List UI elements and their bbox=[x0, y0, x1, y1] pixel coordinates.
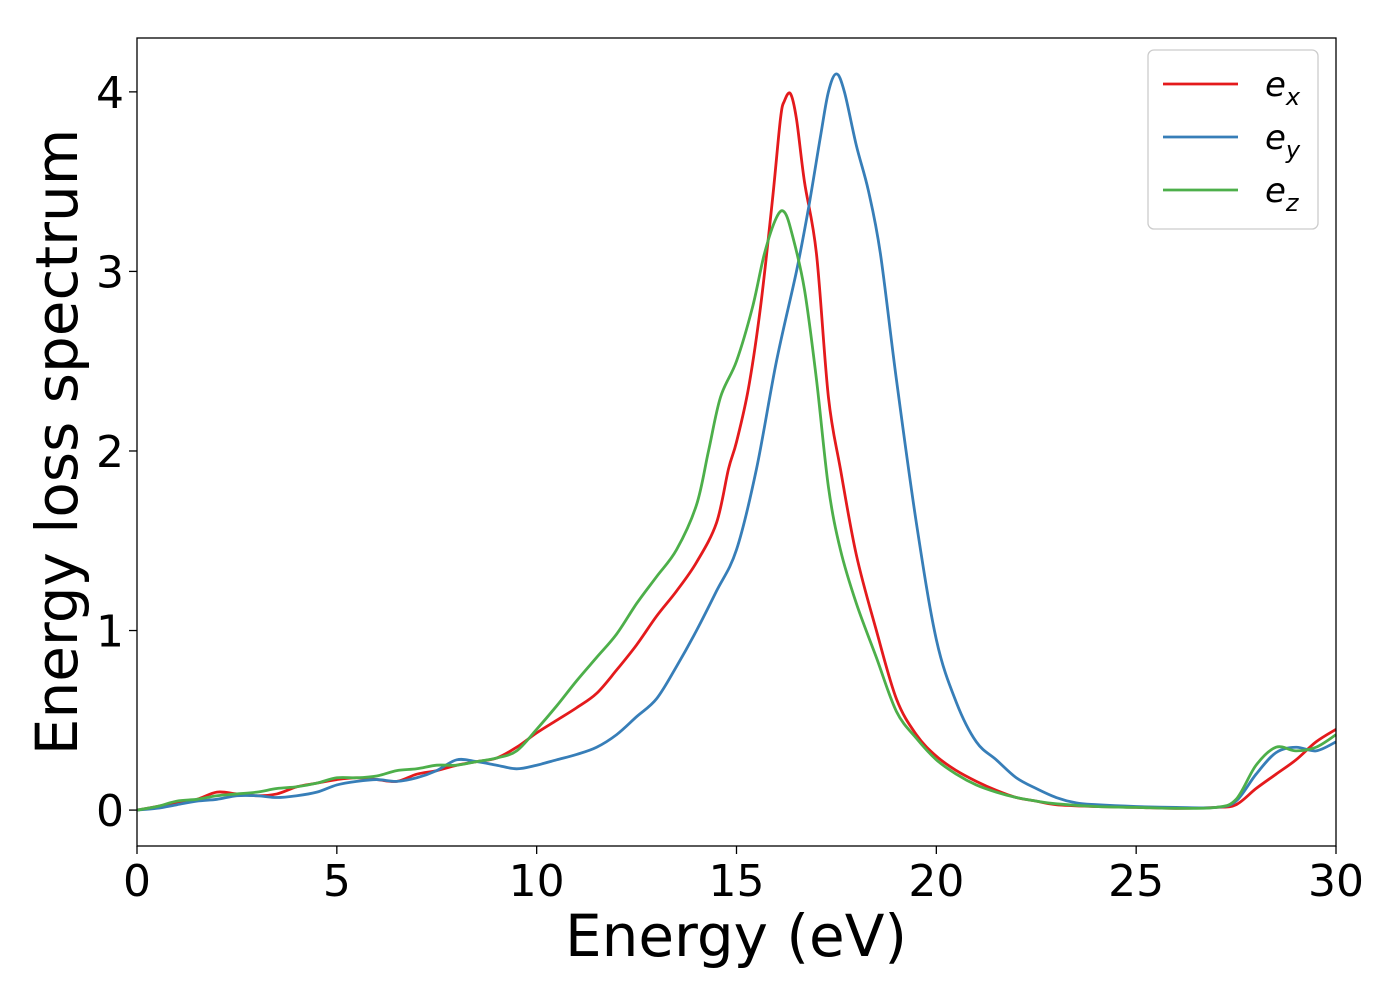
y-tick-label: 3 bbox=[96, 247, 124, 298]
y-ticks: 0 1 2 3 4 bbox=[96, 68, 137, 837]
x-tick-label: 30 bbox=[1308, 856, 1364, 907]
x-tick-label: 25 bbox=[1108, 856, 1164, 907]
x-tick-label: 20 bbox=[908, 856, 964, 907]
legend-label-subscript: x bbox=[1285, 83, 1301, 111]
legend-label-base: e bbox=[1265, 65, 1286, 105]
y-tick-label: 0 bbox=[96, 786, 124, 837]
legend-label-y: ey bbox=[1265, 118, 1301, 164]
series-layer bbox=[136, 72, 1337, 812]
series-line-z bbox=[136, 209, 1337, 812]
series-line-y bbox=[136, 72, 1337, 812]
y-tick-label: 4 bbox=[96, 68, 124, 119]
legend-label-base: e bbox=[1265, 171, 1286, 211]
legend-label-subscript: y bbox=[1285, 136, 1301, 164]
legend-label-base: e bbox=[1265, 118, 1286, 158]
y-tick-label: 1 bbox=[96, 607, 124, 658]
legend-label-z: ez bbox=[1265, 171, 1300, 217]
x-ticks: 0 5 10 15 20 25 30 bbox=[123, 846, 1364, 907]
x-tick-label: 15 bbox=[709, 856, 765, 907]
y-axis-label: Energy loss spectrum bbox=[23, 129, 91, 755]
x-tick-label: 10 bbox=[509, 856, 565, 907]
y-tick-label: 2 bbox=[96, 427, 124, 478]
x-tick-label: 0 bbox=[123, 856, 151, 907]
x-axis-label: Energy (eV) bbox=[565, 902, 907, 970]
legend-label-x: ex bbox=[1265, 65, 1301, 111]
legend-label-subscript: z bbox=[1285, 189, 1300, 217]
x-tick-label: 5 bbox=[323, 856, 351, 907]
legend-frame bbox=[1147, 49, 1319, 230]
